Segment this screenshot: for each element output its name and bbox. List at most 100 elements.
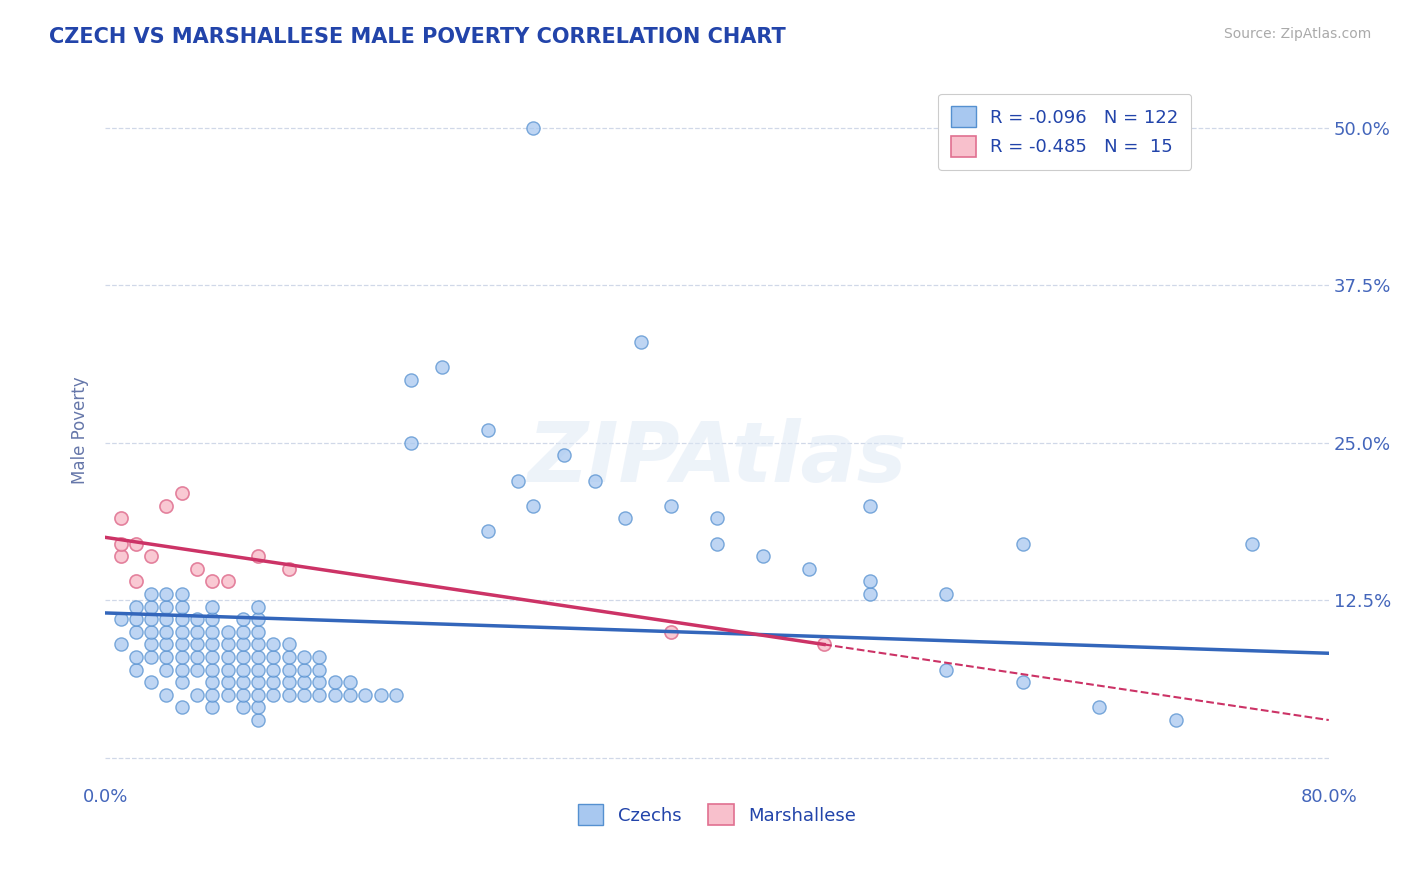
Point xyxy=(186,562,208,576)
Point xyxy=(262,663,284,677)
Point xyxy=(139,650,162,665)
Point xyxy=(308,650,330,665)
Point xyxy=(232,637,254,651)
Point xyxy=(232,688,254,702)
Point xyxy=(170,637,193,651)
Point xyxy=(232,624,254,639)
Point xyxy=(201,624,224,639)
Point xyxy=(277,675,299,690)
Point xyxy=(385,688,408,702)
Legend: Czechs, Marshallese: Czechs, Marshallese xyxy=(569,795,865,834)
Point xyxy=(323,675,346,690)
Point xyxy=(232,663,254,677)
Point xyxy=(477,524,499,538)
Point xyxy=(354,688,377,702)
Point xyxy=(186,624,208,639)
Point xyxy=(232,675,254,690)
Point xyxy=(201,675,224,690)
Point xyxy=(155,663,177,677)
Point xyxy=(247,713,270,727)
Point xyxy=(170,675,193,690)
Point xyxy=(201,650,224,665)
Point xyxy=(292,650,315,665)
Point xyxy=(170,599,193,614)
Point xyxy=(139,612,162,626)
Point xyxy=(170,650,193,665)
Point xyxy=(935,587,957,601)
Point xyxy=(292,675,315,690)
Point xyxy=(139,624,162,639)
Point xyxy=(217,650,239,665)
Point xyxy=(186,612,208,626)
Point xyxy=(125,574,148,589)
Point xyxy=(125,599,148,614)
Point xyxy=(201,574,224,589)
Point xyxy=(125,650,148,665)
Point xyxy=(1241,536,1264,550)
Point xyxy=(155,624,177,639)
Point xyxy=(232,612,254,626)
Point xyxy=(155,637,177,651)
Point xyxy=(170,612,193,626)
Point xyxy=(1164,713,1187,727)
Point xyxy=(277,688,299,702)
Point xyxy=(170,587,193,601)
Point xyxy=(308,663,330,677)
Point xyxy=(522,499,544,513)
Point xyxy=(155,650,177,665)
Point xyxy=(155,612,177,626)
Point xyxy=(370,688,392,702)
Point xyxy=(201,612,224,626)
Point xyxy=(217,688,239,702)
Point xyxy=(125,612,148,626)
Point xyxy=(186,688,208,702)
Point xyxy=(1088,700,1111,714)
Point xyxy=(247,675,270,690)
Point xyxy=(399,373,422,387)
Point xyxy=(125,536,148,550)
Point xyxy=(186,650,208,665)
Point xyxy=(170,624,193,639)
Point xyxy=(659,624,682,639)
Point xyxy=(155,688,177,702)
Point xyxy=(262,650,284,665)
Point xyxy=(277,637,299,651)
Point xyxy=(201,663,224,677)
Point xyxy=(139,637,162,651)
Point xyxy=(247,650,270,665)
Y-axis label: Male Poverty: Male Poverty xyxy=(72,376,89,484)
Point xyxy=(247,624,270,639)
Point xyxy=(201,599,224,614)
Text: Source: ZipAtlas.com: Source: ZipAtlas.com xyxy=(1223,27,1371,41)
Point xyxy=(247,663,270,677)
Point xyxy=(614,511,637,525)
Point xyxy=(170,663,193,677)
Point xyxy=(292,663,315,677)
Point xyxy=(217,624,239,639)
Point xyxy=(522,120,544,135)
Point xyxy=(859,587,882,601)
Point xyxy=(262,675,284,690)
Point xyxy=(247,599,270,614)
Point xyxy=(813,637,835,651)
Point xyxy=(262,637,284,651)
Point xyxy=(292,688,315,702)
Point xyxy=(308,688,330,702)
Point xyxy=(217,675,239,690)
Point xyxy=(110,612,132,626)
Point xyxy=(247,688,270,702)
Point xyxy=(186,637,208,651)
Point xyxy=(110,536,132,550)
Point xyxy=(139,599,162,614)
Point xyxy=(155,499,177,513)
Point xyxy=(155,587,177,601)
Point xyxy=(125,624,148,639)
Point xyxy=(706,511,728,525)
Point xyxy=(477,423,499,437)
Point xyxy=(170,486,193,500)
Point xyxy=(186,663,208,677)
Point xyxy=(110,637,132,651)
Point xyxy=(217,663,239,677)
Point xyxy=(247,700,270,714)
Text: ZIPAtlas: ZIPAtlas xyxy=(527,418,907,499)
